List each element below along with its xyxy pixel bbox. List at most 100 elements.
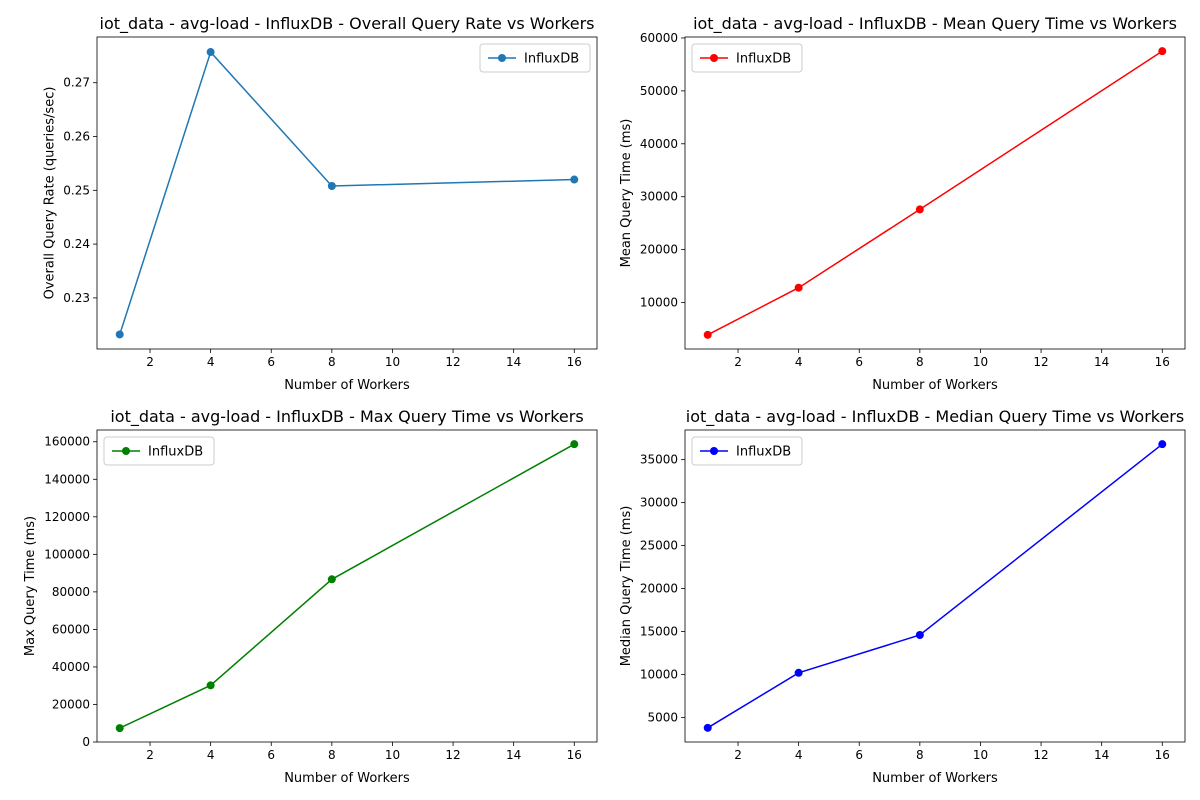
x-tick-label: 4 — [207, 748, 215, 762]
y-tick-label: 40000 — [640, 137, 678, 151]
legend-box — [691, 43, 803, 73]
y-axis-label: Max Query Time (ms) — [23, 516, 38, 656]
x-axis-label: Number of Workers — [284, 771, 410, 786]
legend-label: InfluxDB — [524, 52, 579, 67]
series-line — [119, 443, 575, 729]
x-tick-label: 2 — [146, 355, 154, 369]
x-axis-label: Number of Workers — [872, 771, 998, 786]
x-tick-label: 8 — [328, 748, 336, 762]
subplot-1: iot_data - avg-load - InfluxDB - Overall… — [42, 14, 598, 393]
x-axis-label: Number of Workers — [284, 378, 410, 393]
x-tick-label: 4 — [795, 748, 803, 762]
data-point — [915, 630, 924, 639]
legend-marker — [122, 447, 130, 455]
data-point — [794, 668, 803, 677]
y-tick-label: 0.23 — [63, 291, 90, 305]
legend-label: InfluxDB — [736, 52, 791, 67]
chart-title: iot_data - avg-load - InfluxDB - Max Que… — [110, 407, 583, 427]
y-tick-label: 50000 — [640, 84, 678, 98]
y-axis-label: Overall Query Rate (queries/sec) — [42, 87, 57, 300]
subplot-2: iot_data - avg-load - InfluxDB - Mean Qu… — [619, 14, 1186, 393]
y-tick-label: 0.24 — [63, 237, 90, 251]
x-tick-label: 14 — [1094, 355, 1109, 369]
y-tick-label: 30000 — [640, 190, 678, 204]
subplot-4: iot_data - avg-load - InfluxDB - Median … — [619, 407, 1186, 786]
x-tick-label: 10 — [385, 355, 400, 369]
chart-title: iot_data - avg-load - InfluxDB - Median … — [686, 407, 1184, 427]
y-axis-label: Median Query Time (ms) — [619, 506, 634, 667]
subplot-3: iot_data - avg-load - InfluxDB - Max Que… — [23, 407, 598, 786]
series-line — [707, 443, 1163, 729]
x-tick-label: 6 — [267, 355, 275, 369]
legend-marker — [710, 447, 718, 455]
y-tick-label: 60000 — [52, 622, 90, 636]
y-tick-label: 20000 — [640, 243, 678, 257]
y-tick-label: 100000 — [44, 547, 90, 561]
legend-marker — [710, 54, 718, 62]
data-point — [570, 440, 579, 449]
x-tick-label: 8 — [916, 748, 924, 762]
x-tick-label: 2 — [734, 748, 742, 762]
y-tick-label: 20000 — [52, 697, 90, 711]
chart-title: iot_data - avg-load - InfluxDB - Overall… — [100, 14, 595, 34]
y-tick-label: 0.25 — [63, 183, 90, 197]
y-tick-label: 0 — [82, 735, 90, 749]
plot-frame — [684, 429, 1186, 743]
y-tick-label: 160000 — [44, 435, 90, 449]
y-tick-label: 20000 — [640, 582, 678, 596]
data-point — [703, 330, 712, 339]
plot-frame — [684, 36, 1186, 350]
data-point — [1158, 47, 1167, 56]
plot-frame — [96, 429, 598, 743]
y-axis-label: Mean Query Time (ms) — [619, 119, 634, 268]
x-tick-label: 6 — [855, 748, 863, 762]
y-tick-label: 15000 — [640, 625, 678, 639]
x-tick-label: 16 — [1155, 748, 1170, 762]
x-tick-label: 16 — [567, 355, 582, 369]
y-tick-label: 40000 — [52, 660, 90, 674]
y-tick-label: 0.27 — [63, 76, 90, 90]
data-point — [327, 182, 336, 191]
x-tick-label: 12 — [445, 748, 460, 762]
y-tick-label: 5000 — [647, 711, 678, 725]
y-tick-label: 30000 — [640, 496, 678, 510]
x-tick-label: 14 — [506, 355, 521, 369]
x-tick-label: 6 — [267, 748, 275, 762]
chart-title: iot_data - avg-load - InfluxDB - Mean Qu… — [693, 14, 1177, 34]
legend-box — [103, 436, 215, 466]
x-tick-label: 14 — [506, 748, 521, 762]
series-line — [707, 50, 1163, 336]
x-tick-label: 10 — [385, 748, 400, 762]
data-point — [570, 175, 579, 184]
series-line — [119, 50, 575, 335]
x-tick-label: 16 — [567, 748, 582, 762]
x-tick-label: 6 — [855, 355, 863, 369]
x-tick-label: 16 — [1155, 355, 1170, 369]
y-tick-label: 35000 — [640, 453, 678, 467]
legend: InfluxDB — [691, 43, 803, 73]
data-point — [703, 723, 712, 732]
x-tick-label: 2 — [146, 748, 154, 762]
y-tick-label: 120000 — [44, 510, 90, 524]
x-tick-label: 10 — [973, 355, 988, 369]
y-tick-label: 140000 — [44, 472, 90, 486]
legend-label: InfluxDB — [736, 445, 791, 460]
data-point — [206, 48, 215, 57]
x-tick-label: 10 — [973, 748, 988, 762]
data-point — [115, 330, 124, 339]
legend-label: InfluxDB — [148, 445, 203, 460]
x-tick-label: 8 — [916, 355, 924, 369]
data-point — [1158, 440, 1167, 449]
x-tick-label: 12 — [1033, 355, 1048, 369]
x-tick-label: 8 — [328, 355, 336, 369]
legend: InfluxDB — [691, 436, 803, 466]
y-tick-label: 25000 — [640, 539, 678, 553]
y-tick-label: 80000 — [52, 585, 90, 599]
y-tick-label: 60000 — [640, 31, 678, 45]
legend-box — [691, 436, 803, 466]
x-tick-label: 12 — [445, 355, 460, 369]
legend-box — [479, 43, 591, 73]
legend: InfluxDB — [479, 43, 591, 73]
y-tick-label: 10000 — [640, 668, 678, 682]
